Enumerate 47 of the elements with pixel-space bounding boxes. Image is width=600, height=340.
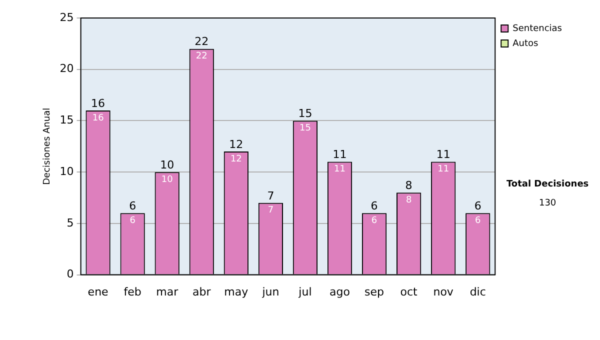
total-label: 7 (267, 189, 274, 202)
data-label: 22 (196, 52, 208, 62)
total-label: 8 (405, 178, 412, 192)
total-label: 11 (332, 148, 347, 162)
y-tick-label: 10 (60, 164, 74, 178)
y-tick-label: 0 (66, 268, 74, 281)
text: 130 (538, 198, 556, 208)
total-label: 6 (370, 200, 378, 213)
x-tick-label: nov (433, 285, 454, 298)
total-label: 11 (436, 148, 450, 162)
legend-label: Autos (512, 38, 539, 49)
x-tick-label: sep (364, 285, 384, 298)
total-label: 10 (160, 158, 174, 172)
y-axis-title: Decisiones Anual (42, 108, 53, 185)
total-label: 6 (129, 200, 136, 213)
data-label: 11 (438, 164, 450, 175)
y-tick-label: 15 (60, 114, 74, 127)
x-tick-label: dic (470, 285, 486, 298)
x-tick-label: jul (298, 285, 312, 298)
data-label: 10 (161, 174, 174, 185)
x-tick-label: abr (192, 285, 212, 298)
total-label: 15 (298, 107, 312, 120)
total-label: 6 (474, 200, 482, 213)
data-label: 15 (299, 124, 311, 134)
x-tick-label: oct (400, 285, 418, 298)
y-tick-label: 25 (60, 10, 74, 24)
x-tick-label: jun (261, 285, 280, 298)
data-label: 12 (230, 154, 242, 164)
y-tick-label: 5 (66, 216, 74, 230)
data-label: 6 (371, 216, 378, 226)
total-label: 22 (194, 35, 209, 48)
data-label: 16 (92, 113, 104, 124)
y-tick-label: 20 (60, 62, 74, 76)
data-label: 8 (406, 195, 412, 206)
x-tick-label: ene (88, 285, 109, 298)
total-label: 16 (91, 96, 106, 110)
data-label: 6 (130, 216, 136, 226)
x-tick-label: ago (330, 285, 350, 298)
data-label: 7 (268, 206, 274, 216)
data-label: 11 (334, 164, 346, 175)
data-label: 6 (474, 216, 481, 226)
x-tick-label: may (224, 285, 249, 298)
text: Total Decisiones (506, 179, 589, 190)
x-tick-label: feb (124, 285, 142, 298)
x-tick-label: mar (156, 285, 179, 298)
total-label: 12 (229, 138, 244, 151)
legend-label: Sentencias (512, 24, 562, 34)
